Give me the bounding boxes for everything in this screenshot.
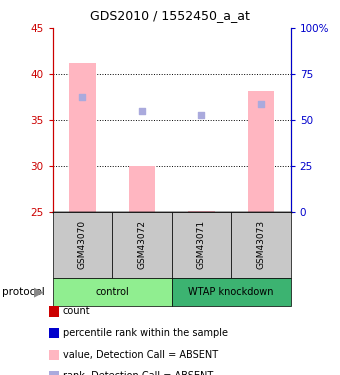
Text: WTAP knockdown: WTAP knockdown — [188, 286, 274, 297]
Bar — [69, 63, 96, 212]
Text: GSM43073: GSM43073 — [256, 220, 266, 269]
Text: rank, Detection Call = ABSENT: rank, Detection Call = ABSENT — [63, 372, 213, 375]
Text: GSM43070: GSM43070 — [78, 220, 87, 269]
Text: GSM43071: GSM43071 — [197, 220, 206, 269]
Point — [80, 94, 85, 100]
Text: value, Detection Call = ABSENT: value, Detection Call = ABSENT — [63, 350, 218, 360]
Text: percentile rank within the sample: percentile rank within the sample — [63, 328, 228, 338]
Bar — [129, 166, 155, 212]
Point — [139, 108, 145, 114]
Text: GSM43072: GSM43072 — [137, 220, 147, 269]
Bar — [188, 211, 215, 212]
Point — [199, 112, 204, 118]
Text: control: control — [95, 286, 129, 297]
Bar — [248, 91, 274, 212]
Text: ▶: ▶ — [34, 285, 44, 298]
Point — [258, 101, 264, 107]
Text: GDS2010 / 1552450_a_at: GDS2010 / 1552450_a_at — [90, 9, 250, 22]
Text: protocol: protocol — [2, 286, 45, 297]
Text: count: count — [63, 306, 90, 316]
